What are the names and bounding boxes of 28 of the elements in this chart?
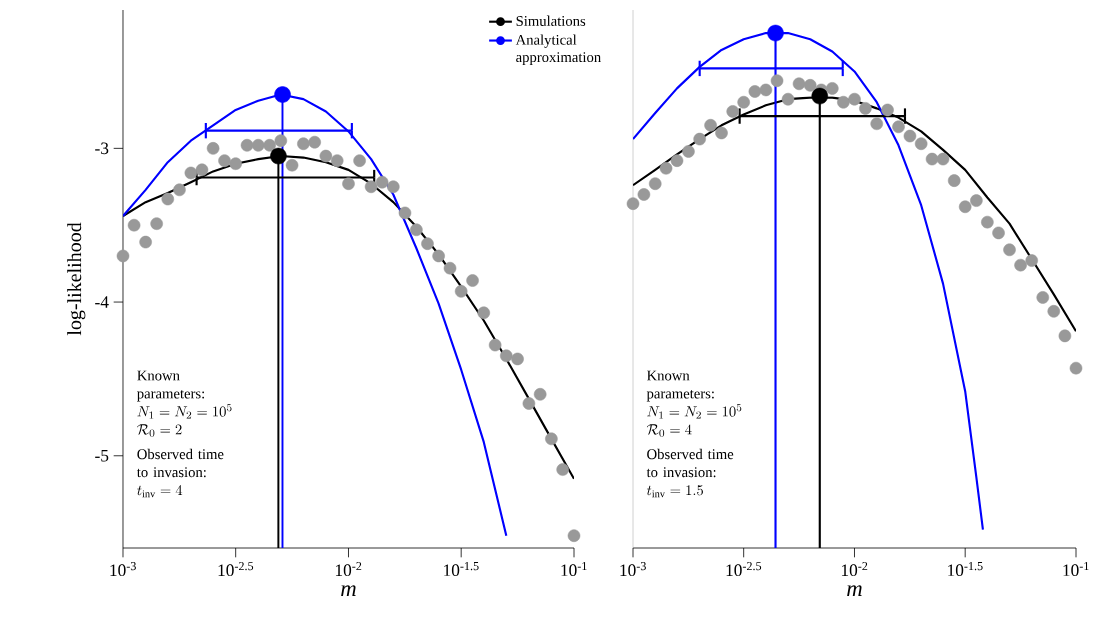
x-axis-title: m <box>847 585 862 596</box>
x-tick-label: 10$^{-1}$ <box>1063 562 1089 577</box>
x-tick-label: 10$^{-1.5}$ <box>444 562 479 577</box>
x-tick-label: 10$^{-3}$ <box>620 562 646 577</box>
annotation: Known parameters: <box>137 370 205 402</box>
x-tick-label: 10$^{-2}$ <box>841 562 868 577</box>
x-axis-title: m <box>341 585 356 596</box>
annotation: $\mathcal{R}_0 = 2$ <box>137 424 182 437</box>
annotation: $\mathcal{R}_0 = 4$ <box>646 424 692 437</box>
y-tick-label: -5 <box>95 450 109 462</box>
annotation: Observed time to invasion: <box>136 448 224 478</box>
y-tick-label: -4 <box>95 296 109 308</box>
annotation: $N_1 = N_2 = 10^5$ <box>647 403 742 419</box>
legend-label: Analytical approximation <box>515 34 601 66</box>
x-tick-label: 10$^{-1.5}$ <box>948 562 983 577</box>
x-tick-label: 10$^{-2.5}$ <box>218 562 254 577</box>
y-tick-label: -3 <box>95 142 109 155</box>
y-axis-title: log-likelihood <box>67 222 86 336</box>
x-tick-label: 10$^{-1}$ <box>561 562 587 577</box>
annotation: $t_{\mathrm{inv}} = 4$ <box>137 485 183 498</box>
x-tick-label: 10$^{-2}$ <box>335 562 362 577</box>
legend-label: Simulations <box>516 15 586 26</box>
x-tick-label: 10$^{-3}$ <box>110 562 136 577</box>
annotation: Observed time to invasion: <box>646 448 734 478</box>
annotation: Known parameters: <box>646 370 714 402</box>
annotation: $N_1 = N_2 = 10^5$ <box>137 403 232 419</box>
x-tick-label: 10$^{-2.5}$ <box>726 562 762 577</box>
annotation: $t_{\mathrm{inv}} = 1.5$ <box>646 485 703 498</box>
